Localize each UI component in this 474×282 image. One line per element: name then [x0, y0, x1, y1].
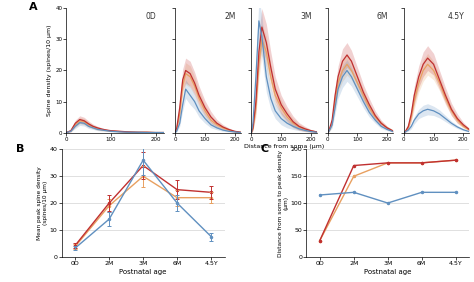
- Text: 6M: 6M: [376, 12, 388, 21]
- X-axis label: Distance from soma (μm): Distance from soma (μm): [244, 144, 324, 149]
- Text: B: B: [16, 144, 24, 154]
- Y-axis label: Distance from soma to peak density
(μm): Distance from soma to peak density (μm): [278, 149, 289, 257]
- X-axis label: Postnatal age: Postnatal age: [119, 268, 167, 275]
- Y-axis label: Spine density (spines/10 μm): Spine density (spines/10 μm): [47, 25, 53, 116]
- Text: A: A: [29, 2, 38, 12]
- Text: 0D: 0D: [146, 12, 156, 21]
- Text: C: C: [261, 144, 269, 154]
- Y-axis label: Mean peak spine density
(spines/10 μm): Mean peak spine density (spines/10 μm): [37, 166, 48, 240]
- Legend: PFC, TE, V1: PFC, TE, V1: [184, 51, 215, 77]
- Text: 2M: 2M: [224, 12, 236, 21]
- X-axis label: Postnatal age: Postnatal age: [364, 268, 411, 275]
- Text: 4.5Y: 4.5Y: [447, 12, 464, 21]
- Text: 3M: 3M: [300, 12, 311, 21]
